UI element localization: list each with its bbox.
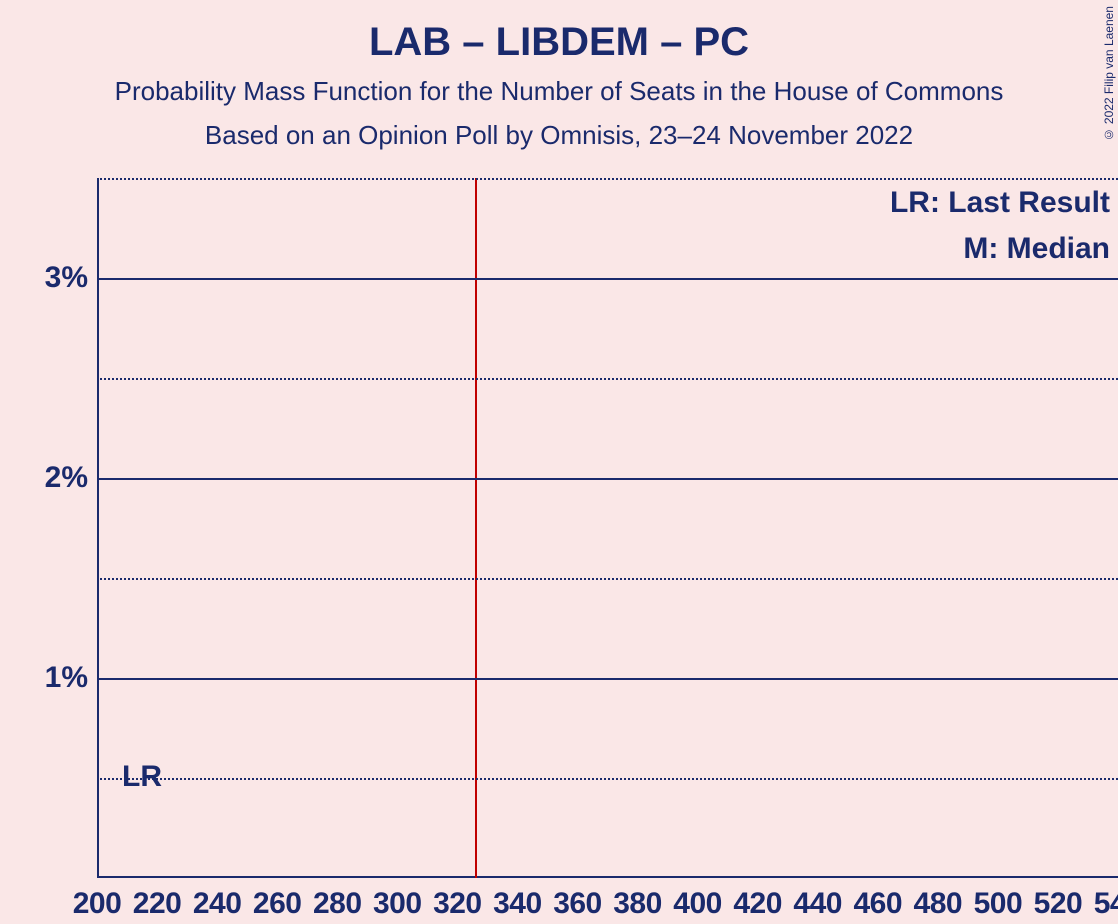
- x-tick-label: 400: [673, 887, 722, 921]
- x-tick-label: 440: [793, 887, 842, 921]
- plot-area: LR LR: Last Result M: Median: [97, 178, 1118, 878]
- x-tick-label: 480: [914, 887, 963, 921]
- y-tick-label: 2%: [45, 461, 88, 495]
- chart-subtitle-1: Probability Mass Function for the Number…: [0, 76, 1118, 107]
- gridline-minor: [97, 178, 1118, 180]
- gridline-major: [97, 278, 1118, 280]
- x-tick-label: 520: [1034, 887, 1083, 921]
- x-tick-label: 500: [974, 887, 1023, 921]
- y-axis: [97, 178, 99, 878]
- legend-last-result: LR: Last Result: [890, 186, 1110, 220]
- last-result-label: LR: [122, 760, 162, 794]
- copyright-text: © 2022 Filip van Laenen: [1102, 6, 1116, 141]
- gridline-major: [97, 678, 1118, 680]
- x-tick-label: 340: [493, 887, 542, 921]
- last-result-line: [475, 178, 477, 878]
- gridline-minor: [97, 578, 1118, 580]
- y-tick-label: 1%: [45, 661, 88, 695]
- x-tick-label: 320: [433, 887, 482, 921]
- legend-median: M: Median: [963, 232, 1110, 266]
- x-tick-label: 260: [253, 887, 302, 921]
- gridline-minor: [97, 378, 1118, 380]
- x-tick-label: 420: [733, 887, 782, 921]
- gridline-minor: [97, 778, 1118, 780]
- chart-title: LAB – LIBDEM – PC: [0, 20, 1118, 65]
- chart-subtitle-2: Based on an Opinion Poll by Omnisis, 23–…: [0, 120, 1118, 151]
- x-tick-label: 460: [853, 887, 902, 921]
- x-tick-label: 360: [553, 887, 602, 921]
- gridline-major: [97, 478, 1118, 480]
- x-axis: [97, 876, 1118, 878]
- y-tick-label: 3%: [45, 261, 88, 295]
- x-tick-label: 300: [373, 887, 422, 921]
- x-tick-label: 220: [133, 887, 182, 921]
- x-tick-label: 240: [193, 887, 242, 921]
- x-tick-label: 280: [313, 887, 362, 921]
- x-tick-label: 540: [1094, 887, 1118, 921]
- x-tick-label: 200: [73, 887, 122, 921]
- x-tick-label: 380: [613, 887, 662, 921]
